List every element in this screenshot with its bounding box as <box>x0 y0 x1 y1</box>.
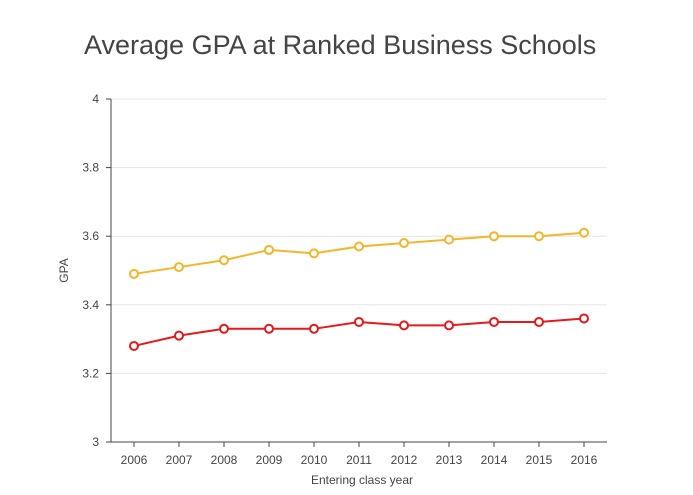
data-point[interactable] <box>309 248 319 259</box>
data-point[interactable] <box>219 255 229 266</box>
chart-title: Average GPA at Ranked Business Schools <box>84 30 597 60</box>
x-tick-label: 2012 <box>391 453 418 467</box>
data-point[interactable] <box>579 227 589 238</box>
x-tick-label: 2011 <box>346 453 372 467</box>
y-tick-label: 3.4 <box>82 298 99 312</box>
data-point[interactable] <box>444 320 454 331</box>
x-tick-label: 2014 <box>481 453 508 467</box>
y-tick-label: 3.8 <box>82 161 99 175</box>
data-point[interactable] <box>354 241 364 252</box>
axes: 3 3.2 3.4 3.6 3.8 4 2006 2007 2008 2009 2010 2011 20… <box>82 92 607 467</box>
x-tick-label: 2010 <box>301 453 328 467</box>
y-tick-label: 4 <box>92 92 99 106</box>
series-layer <box>129 227 589 351</box>
x-tick-label: 2007 <box>166 453 193 467</box>
data-point[interactable] <box>399 238 409 249</box>
data-point[interactable] <box>399 320 409 331</box>
y-tick-label: 3.2 <box>82 366 99 380</box>
x-tick-label: 2009 <box>256 453 283 467</box>
data-point[interactable] <box>534 316 544 327</box>
x-tick-label: 2006 <box>121 453 148 467</box>
x-tick-label: 2013 <box>436 453 463 467</box>
data-point[interactable] <box>129 340 139 351</box>
x-axis-label: Entering class year <box>311 473 413 487</box>
data-point[interactable] <box>309 323 319 334</box>
data-point[interactable] <box>489 316 499 327</box>
data-point[interactable] <box>489 231 499 242</box>
series-line-1 <box>133 231 585 275</box>
data-point[interactable] <box>174 330 184 341</box>
data-point[interactable] <box>174 262 184 273</box>
data-point[interactable] <box>354 316 364 327</box>
x-tick-label: 2016 <box>571 453 598 467</box>
y-tick-label: 3 <box>92 435 99 449</box>
data-point[interactable] <box>579 313 589 324</box>
data-point[interactable] <box>444 234 454 245</box>
y-tick-label: 3.6 <box>82 229 99 243</box>
x-tick-label: 2008 <box>211 453 238 467</box>
data-point[interactable] <box>219 323 229 334</box>
data-point[interactable] <box>264 244 274 255</box>
data-point[interactable] <box>534 231 544 242</box>
x-tick-label: 2015 <box>526 453 553 467</box>
y-axis-label: GPA <box>57 258 71 282</box>
data-point[interactable] <box>264 323 274 334</box>
data-point[interactable] <box>129 268 139 279</box>
